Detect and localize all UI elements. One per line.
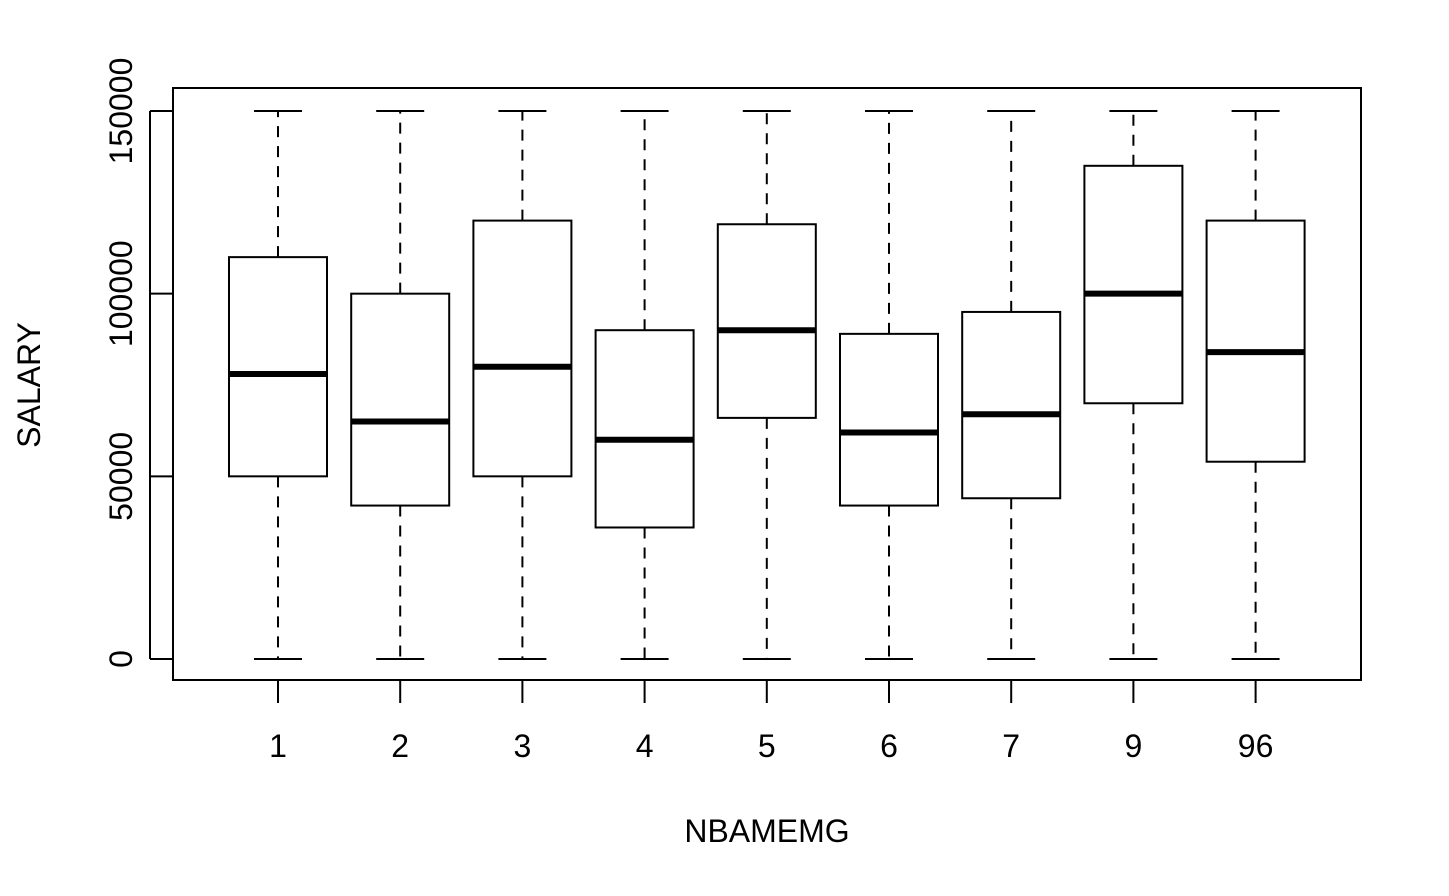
x-tick-label: 7: [1002, 728, 1020, 764]
iqr-box: [472, 219, 573, 478]
iqr-box: [839, 332, 939, 507]
y-tick-label: 150000: [103, 58, 139, 165]
box-1: [228, 110, 328, 660]
x-tick-label: 3: [514, 728, 532, 764]
x-tick-label: 2: [391, 728, 409, 764]
box-4: [594, 110, 695, 660]
box-6: [839, 110, 939, 660]
box-96: [1205, 110, 1306, 660]
iqr-box: [1083, 164, 1184, 405]
box-7: [961, 110, 1062, 660]
x-tick-label: 5: [758, 728, 776, 764]
box-3: [472, 110, 573, 660]
x-tick-label: 96: [1238, 728, 1274, 764]
box-5: [716, 110, 817, 660]
x-axis: 1 2 3 4 5 6 7 9 96: [269, 679, 1274, 764]
x-tick-label: 1: [269, 728, 287, 764]
iqr-box: [594, 329, 695, 529]
y-tick-label: 50000: [103, 432, 139, 521]
y-tick-label: 0: [103, 650, 139, 668]
y-axis-label: SALARY: [11, 322, 47, 448]
x-axis-label: NBAMEMG: [684, 813, 849, 849]
y-axis: 0 50000 100000 150000: [103, 58, 173, 668]
x-tick-label: 9: [1125, 728, 1143, 764]
iqr-box: [350, 292, 451, 507]
y-tick-label: 100000: [103, 240, 139, 347]
iqr-box: [716, 223, 817, 419]
x-tick-label: 4: [636, 728, 654, 764]
iqr-box: [1205, 219, 1306, 463]
iqr-box: [961, 310, 1062, 500]
box-2: [350, 110, 451, 660]
x-tick-label: 6: [880, 728, 898, 764]
boxes-group: [228, 110, 1306, 660]
box-9: [1083, 110, 1184, 660]
iqr-box: [228, 256, 328, 478]
